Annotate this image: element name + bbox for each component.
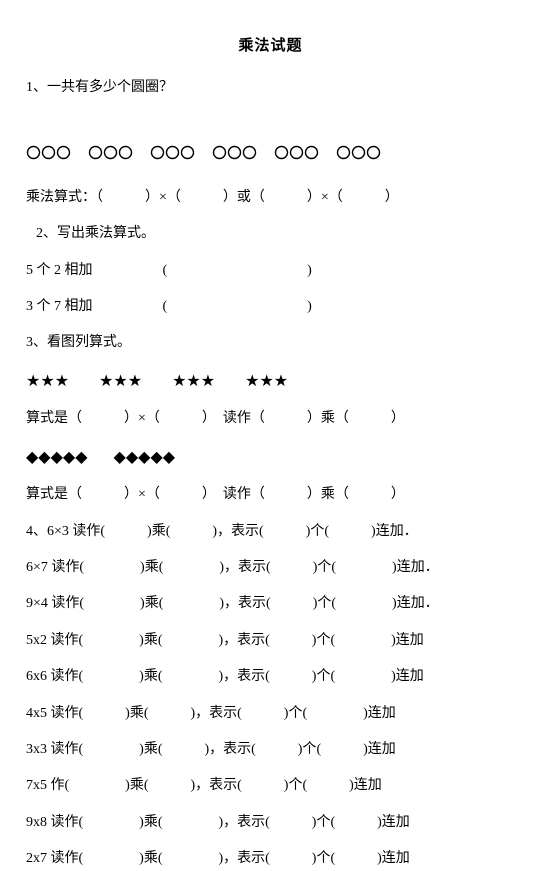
- q4-row: 9×4 读作( )乘( )，表示( )个( )连加．: [26, 593, 515, 615]
- circle-group: [26, 137, 71, 164]
- q2-label: 2、写出乘法算式。: [26, 223, 515, 245]
- q4-row: 5x2 读作( )乘( )，表示( )个( )连加: [26, 630, 515, 652]
- star-group: ★★★: [99, 369, 142, 395]
- q2-item-b: 3 个 7 相加 ( ): [26, 296, 515, 318]
- q3-label: 3、看图列算式。: [26, 332, 515, 354]
- q4-row: 2x7 读作( )乘( )，表示( )个( )连加: [26, 848, 515, 870]
- page: 乘法试题 1、一共有多少个圆圈？ 乘法算式：（ ）×（ ）或（ ）×（ ） 2、…: [0, 0, 541, 871]
- q4-row: 9x8 读作( )乘( )，表示( )个( )连加: [26, 812, 515, 834]
- q1-expr-line: 乘法算式：（ ）×（ ）或（ ）×（ ）: [26, 187, 515, 209]
- q4-rows: 6×7 读作( )乘( )，表示( )个( )连加． 9×4 读作( )乘( )，…: [26, 557, 515, 871]
- q1-label: 1、一共有多少个圆圈？: [26, 77, 515, 99]
- q4-first: 4、6×3 读作( )乘( )，表示( )个( )连加．: [26, 521, 515, 543]
- q3-diamonds-row: ◆◆◆◆◆ ◆◆◆◆◆: [26, 445, 515, 471]
- diamond-group: ◆◆◆◆◆: [114, 445, 176, 471]
- circle-group: [336, 137, 381, 164]
- star-group: ★★★: [245, 369, 288, 395]
- page-title: 乘法试题: [26, 34, 515, 55]
- circle-group: [274, 137, 319, 164]
- circle-group: [88, 137, 133, 164]
- q4-row: 4x5 读作( )乘( )，表示( )个( )连加: [26, 703, 515, 725]
- circle-group: [212, 137, 257, 164]
- q3-stars-expr: 算式是（ ）×（ ） 读作（ ）乘（ ）: [26, 408, 515, 430]
- star-group: ★★★: [172, 369, 215, 395]
- q4-row: 7x5 作( )乘( )，表示( )个( )连加: [26, 775, 515, 797]
- q3-stars-row: ★★★ ★★★ ★★★ ★★★: [26, 369, 515, 395]
- diamond-group: ◆◆◆◆◆: [26, 445, 88, 471]
- q2-item-a: 5 个 2 相加 ( ): [26, 260, 515, 282]
- q1-circles-row: [26, 137, 515, 164]
- q3-diamonds-expr: 算式是（ ）×（ ） 读作（ ）乘（ ）: [26, 484, 515, 506]
- circle-group: [150, 137, 195, 164]
- q4-row: 6x6 读作( )乘( )，表示( )个( )连加: [26, 666, 515, 688]
- star-group: ★★★: [26, 369, 69, 395]
- q4-row: 6×7 读作( )乘( )，表示( )个( )连加．: [26, 557, 515, 579]
- q4-row: 3x3 读作( )乘( )，表示( )个( )连加: [26, 739, 515, 761]
